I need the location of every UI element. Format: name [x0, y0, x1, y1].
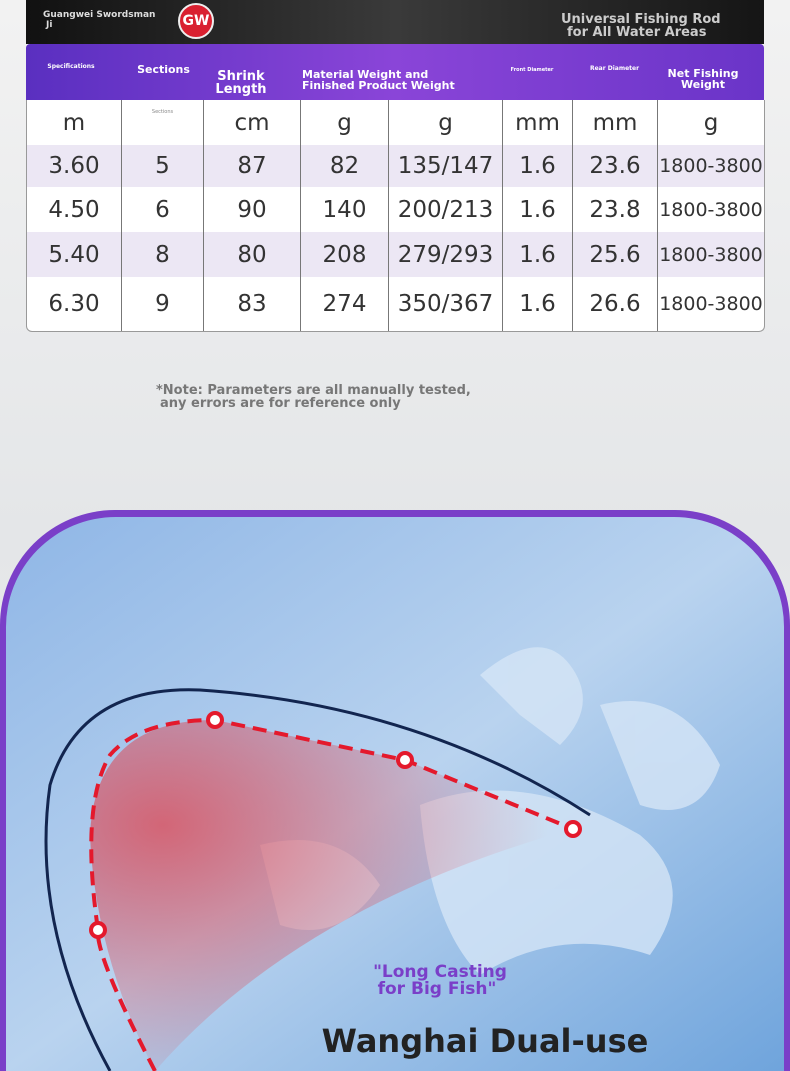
table-cell: 87	[204, 145, 301, 187]
table-cell: 1800-3800	[659, 198, 763, 221]
tagline-line: for All Water Areas	[567, 25, 707, 40]
table-cell: m	[27, 100, 122, 145]
rod-graphic: "Long Casting for Big Fish" Wanghai Dual…	[0, 510, 790, 1071]
table-cell: 25.6	[573, 232, 658, 277]
rod	[44, 688, 591, 1071]
brand-line: Guangwei Swordsman	[43, 10, 156, 20]
note-line: *Note: Parameters are all manually teste…	[156, 383, 471, 398]
table-cell: 9	[122, 277, 204, 331]
logo: GW	[178, 3, 214, 39]
table-cell: 208	[301, 232, 389, 277]
table-cell: 4.50	[27, 187, 122, 232]
table-cell: 5.40	[27, 232, 122, 277]
table-cell: 82	[301, 145, 389, 187]
header-cell: Rear Diameter	[589, 65, 640, 72]
table-cell: 135/147	[389, 145, 503, 187]
table-cell: 6.30	[27, 277, 122, 331]
table-cell: 1.6	[503, 277, 573, 331]
tagline: Universal Fishing Rod for All Water Area…	[561, 13, 721, 39]
table-header: Specifications Sections Shrink Length Ma…	[26, 44, 764, 100]
table-cell: 83	[204, 277, 301, 331]
brand-line: Ji	[46, 20, 53, 30]
header-cell: Material Weight and Finished Product Wei…	[302, 68, 455, 92]
table-cell: 23.6	[573, 145, 658, 187]
table-cell: 6	[122, 187, 204, 232]
table-cell: 26.6	[573, 277, 658, 331]
title: Wanghai Dual-use	[322, 1022, 649, 1060]
table-cell: 8	[122, 232, 204, 277]
header-cell: Specifications	[47, 63, 95, 70]
header-cell: Shrink Length	[215, 69, 267, 97]
table-cell: mm	[503, 100, 573, 145]
spec-table: m Sections cm g g mm mm g 3.60 5 87 82 135/147 1.6 23.…	[26, 100, 765, 332]
table-cell: 1.6	[503, 187, 573, 232]
table-cell: 1800-3800	[658, 232, 764, 277]
slogan-line: "Long Casting	[373, 962, 507, 982]
table-cell: g	[301, 100, 389, 145]
note-line: any errors are for reference only	[160, 396, 401, 411]
bend-fill	[90, 720, 573, 1071]
slogan-line: for Big Fish"	[378, 979, 497, 999]
table-cell: 140	[301, 187, 389, 232]
note: *Note: Parameters are all manually teste…	[156, 384, 471, 410]
table-cell: 274	[301, 277, 389, 331]
table-cell: cm	[204, 100, 301, 145]
header-cell: Front Diameter	[510, 67, 554, 73]
table-cell: 90	[204, 187, 301, 232]
table-cell: 80	[204, 232, 301, 277]
table-cell: 5	[122, 145, 204, 187]
table-cell: 1.6	[503, 232, 573, 277]
tagline-line: Universal Fishing Rod	[561, 12, 721, 27]
table-cell: Sections	[122, 100, 204, 145]
table-cell: g	[389, 100, 503, 145]
table-cell: 279/293	[389, 232, 503, 277]
header-cell: Net Fishing Weight	[667, 67, 739, 91]
table-cell: 1800-3800	[658, 145, 764, 187]
header-cell: Sections	[137, 63, 190, 76]
table-cell: 200/213	[389, 187, 503, 232]
table-cell: mm	[573, 100, 658, 145]
brand: Guangwei Swordsman Ji	[43, 10, 155, 30]
table-cell: 350/367	[389, 277, 503, 331]
table-cell: 1800-3800	[659, 293, 763, 315]
top-bar: Guangwei Swordsman Ji GW Universal Fishi…	[26, 0, 764, 44]
bend-points	[89, 711, 582, 939]
table-cell: 3.60	[27, 145, 122, 187]
table-cell: 1.6	[503, 145, 573, 187]
table-cell: g	[703, 109, 719, 136]
table-cell: 23.8	[573, 187, 658, 232]
